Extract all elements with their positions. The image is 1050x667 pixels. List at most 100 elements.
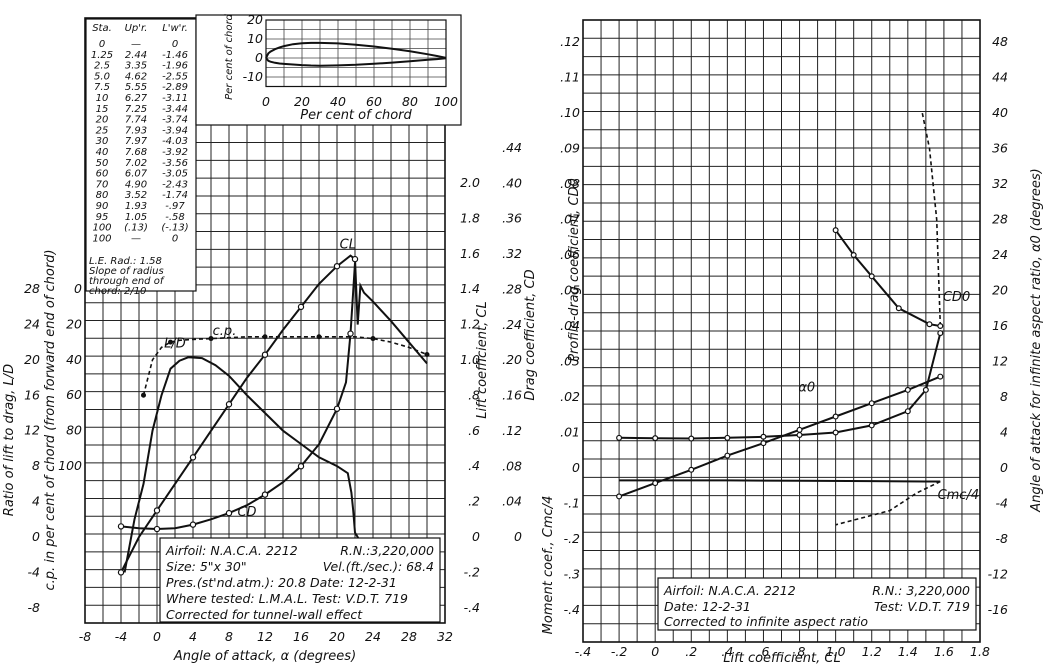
profile-drag-tick-label: .03 <box>560 354 580 369</box>
drag-coefficient-point <box>117 523 125 530</box>
drag-coef-tick-label: .04 <box>502 494 522 509</box>
alpha0-tick-label: 20 <box>992 283 1008 298</box>
alpha0-tick-label: 4 <box>1000 425 1008 440</box>
drag-coefficient-point <box>297 463 305 470</box>
inset-x-tick-label: 60 <box>366 94 382 109</box>
right-legend-date: Date: 12-2-31 <box>664 599 751 614</box>
center-of-pressure-point <box>370 336 376 342</box>
lift-coef-tick-label: -.2 <box>464 564 480 579</box>
alpha0-point <box>832 413 839 420</box>
alpha0-point <box>652 480 659 487</box>
alpha0-tick-label: 32 <box>992 176 1008 191</box>
center-of-pressure-point <box>316 334 322 340</box>
table-cell: 5.55 <box>125 82 147 93</box>
inset-x-axis-label: Per cent of chord <box>300 108 412 123</box>
airfoil-table: Sta. Up'r. L'w'r.0—01.25 2.44 -1.462.5 3.35 -1… <box>85 18 197 297</box>
center-of-pressure-point <box>262 334 268 340</box>
profile-drag-point <box>688 435 695 442</box>
profile-drag-tick-label: .10 <box>560 105 580 120</box>
alpha0-tick-label: -4 <box>996 496 1009 511</box>
alpha0-tick-label: -12 <box>988 567 1008 582</box>
drag-coef-tick-label: .32 <box>502 246 522 261</box>
table-cell: (.13) <box>124 223 148 234</box>
table-cell: -3.94 <box>162 125 188 136</box>
left-x-tick-label: -8 <box>79 629 92 644</box>
lift-coef-tick-label: 1.6 <box>460 246 480 261</box>
table-cell: 10 <box>96 93 109 104</box>
profile-drag-point <box>868 422 875 429</box>
lift-coef-tick-label: .4 <box>468 458 480 473</box>
right-x-tick-label: -.2 <box>611 644 627 659</box>
profile-drag-stalled-line <box>834 229 941 327</box>
drag-coefficient-point <box>225 509 233 517</box>
lift-coef-tick-label: .6 <box>468 423 480 438</box>
left-x-tick-label: 32 <box>437 629 453 644</box>
inset-frame <box>265 19 447 88</box>
airfoil-table-frame <box>85 18 197 292</box>
left-x-tick-label: 24 <box>365 629 381 644</box>
profile-drag-tick-label: .09 <box>560 141 580 156</box>
profile-drag-stalled-point <box>937 323 944 330</box>
cp-tick-label: 80 <box>66 423 82 438</box>
cp-curve-label: c.p. <box>213 324 237 339</box>
table-header-cell: Up'r. <box>125 23 148 34</box>
profile-drag-axis-label: Profile-drag coefficient, CD0 <box>567 178 582 362</box>
table-cell: -3.56 <box>162 158 188 169</box>
inset-x-tick-label: 80 <box>402 94 418 109</box>
profile-drag-point <box>760 433 767 440</box>
table-note: chord: 2/10 <box>89 286 146 297</box>
ld-tick-label: 0 <box>32 529 40 544</box>
table-cell: 15 <box>96 104 109 115</box>
table-cell: -3.92 <box>162 147 188 158</box>
table-cell: 7.02 <box>125 158 147 169</box>
drag-coef-tick-label: .36 <box>502 211 522 226</box>
left-tick-labels: -8 -4 0 4 8 12 16 20 24 28 32 -8 -4 0 4 8 12 16 20 24 28 100 8… <box>24 140 522 644</box>
profile-drag-tick-label: .01 <box>560 425 580 440</box>
lift-coefficient-point <box>225 401 233 408</box>
inset-x-tick-label: 100 <box>434 94 458 109</box>
drag-coef-tick-label: 0 <box>514 529 522 544</box>
moment-coef-stalled-line <box>835 480 941 526</box>
table-cell: -3.74 <box>162 115 188 126</box>
lift-coef-tick-label: 1.4 <box>460 281 480 296</box>
profile-drag-tick-label: .05 <box>560 283 580 298</box>
cp-tick-label: 40 <box>66 352 82 367</box>
ld-tick-label: -4 <box>28 564 41 579</box>
table-cell: -3.11 <box>162 93 188 104</box>
table-cell: 3.52 <box>125 190 147 201</box>
lift-coefficient-point <box>117 569 125 576</box>
left-legend-airfoil: Airfoil: N.A.C.A. 2212 <box>165 543 298 558</box>
center-of-pressure-point <box>168 339 173 345</box>
profile-drag-point <box>616 434 623 441</box>
cp-tick-label: 20 <box>66 316 82 331</box>
drag-coef-axis-label: Drag coefficient, CD <box>523 269 538 400</box>
alpha0-curve-label: α0 <box>798 381 815 396</box>
ld-curve-label: L/D <box>164 336 186 351</box>
table-cell: 80 <box>96 190 109 201</box>
lift-coefficient-point <box>297 303 305 311</box>
lift-coef-tick-label: 0 <box>472 529 480 544</box>
ld-tick-label: 8 <box>32 458 40 473</box>
table-cell: 40 <box>96 147 109 158</box>
drag-coefficient-point <box>333 405 341 413</box>
table-cell: 0 <box>99 39 105 50</box>
table-cell: 7.74 <box>125 115 147 126</box>
lift-coefficient-point <box>333 262 341 270</box>
left-data-marks: CL L/D c.p. CD <box>117 237 437 576</box>
lift-coef-tick-label: 2.0 <box>460 175 480 190</box>
drag-curve-label: CD <box>237 505 256 520</box>
moment-coef-tick-label: -.1 <box>564 496 580 511</box>
ld-tick-label: 12 <box>24 423 40 438</box>
right-tick-labels: -.4 -.2 0 .2 .4 .6 .8 1.0 1.2 1.4 1.6 1.8 0 .01 .02 .03… <box>560 34 1008 659</box>
lift-coefficient-point <box>351 255 359 263</box>
lift-coefficient-point <box>189 454 197 461</box>
right-x-tick-label: 1.0 <box>826 644 846 659</box>
table-cell: -1.74 <box>162 190 188 201</box>
lift-curve-label: CL <box>340 237 356 252</box>
profile-drag-tick-label: .08 <box>560 176 580 191</box>
right-x-tick-label: 1.2 <box>862 644 882 659</box>
center-of-pressure-point <box>424 351 430 357</box>
right-x-tick-label: .2 <box>685 644 697 659</box>
alpha0-tick-label: 16 <box>992 318 1008 333</box>
